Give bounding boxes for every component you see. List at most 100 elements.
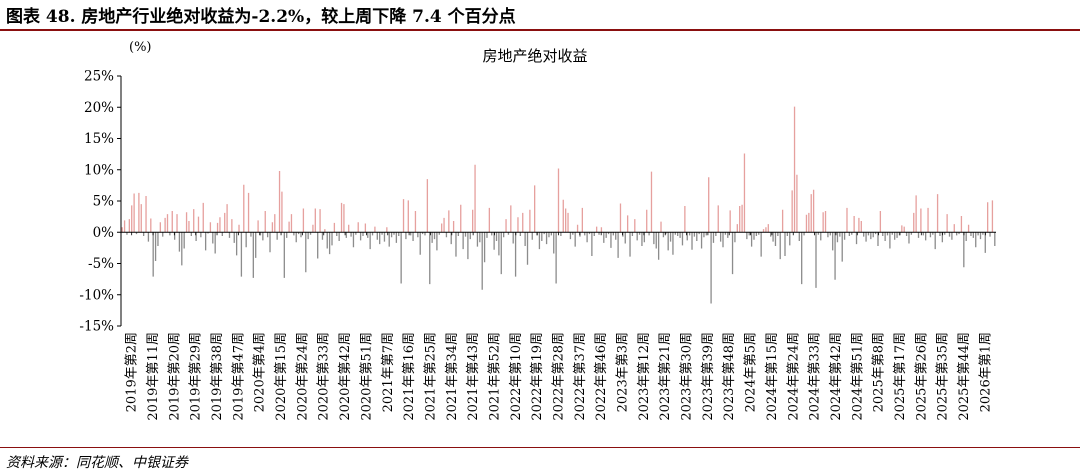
bar	[152, 232, 154, 277]
bar	[178, 232, 181, 252]
bar	[140, 204, 142, 233]
bar	[817, 232, 820, 235]
bar	[638, 232, 641, 235]
bar	[698, 232, 700, 235]
bar	[209, 222, 212, 233]
bar	[142, 232, 145, 236]
bar	[517, 217, 519, 233]
bar	[727, 232, 729, 238]
bar	[867, 232, 870, 236]
bar	[696, 232, 698, 241]
bar	[984, 232, 986, 253]
bar	[717, 205, 719, 233]
x-tick-label: 2023年第39周	[701, 332, 716, 421]
bar	[576, 224, 579, 233]
bar	[982, 232, 984, 235]
bar	[815, 232, 817, 288]
bar	[410, 232, 412, 236]
bar	[903, 226, 905, 233]
bar	[827, 232, 829, 238]
bar	[796, 174, 798, 233]
bar	[359, 232, 362, 241]
bar	[555, 232, 557, 284]
bar	[340, 202, 343, 233]
bar	[231, 219, 233, 233]
bar	[295, 232, 297, 243]
x-tick-label: 2023年第3周	[616, 332, 631, 412]
bar	[235, 232, 238, 256]
source-note: 资料来源：同花顺、中银证券	[6, 455, 188, 471]
bar	[891, 232, 893, 235]
bar	[159, 222, 161, 233]
bar	[400, 232, 402, 284]
x-tick-label: 2020年第24周	[295, 332, 310, 421]
bar	[767, 224, 769, 233]
bar	[131, 205, 133, 233]
bar	[874, 232, 877, 235]
bar	[505, 219, 507, 233]
x-tick-label: 2020年第51周	[359, 332, 374, 421]
bar	[481, 232, 483, 290]
bar	[591, 232, 593, 256]
x-tick-label: 2020年第42周	[338, 332, 353, 421]
bar	[417, 232, 419, 238]
bar	[662, 232, 665, 238]
bar	[624, 232, 626, 244]
bar	[762, 229, 765, 233]
bar	[445, 232, 448, 238]
bar	[181, 232, 183, 266]
bar	[731, 232, 734, 275]
bar	[560, 232, 562, 236]
bar	[674, 232, 676, 235]
bar	[979, 232, 982, 240]
bar	[252, 232, 254, 278]
bar	[164, 217, 166, 233]
bar	[872, 232, 874, 238]
bar	[443, 217, 445, 233]
bar	[932, 232, 934, 235]
bar	[917, 232, 920, 238]
bar	[770, 232, 772, 237]
x-tick-label: 2021年第7周	[381, 332, 396, 412]
bar	[290, 214, 293, 233]
bar	[784, 232, 786, 256]
bar	[569, 232, 572, 240]
bar	[479, 232, 481, 243]
bar	[135, 232, 138, 235]
bar	[200, 232, 202, 238]
bar	[557, 168, 560, 233]
bar	[567, 212, 569, 233]
bar	[860, 221, 862, 233]
bar	[829, 232, 831, 236]
bar	[681, 232, 684, 246]
bar	[495, 232, 498, 241]
bar	[204, 232, 207, 251]
bar	[390, 232, 393, 238]
bar	[898, 232, 901, 236]
bar	[634, 219, 636, 233]
bar	[929, 232, 932, 238]
bar	[424, 232, 426, 236]
bar	[503, 232, 505, 238]
bar	[226, 204, 228, 233]
bar	[302, 208, 305, 233]
bar	[991, 200, 994, 233]
x-tick-label: 2024年第5周	[744, 332, 759, 412]
bar	[741, 204, 743, 233]
bar	[691, 232, 693, 250]
bar	[746, 232, 748, 240]
bar	[648, 232, 650, 236]
bar	[936, 194, 939, 233]
bar	[157, 232, 159, 246]
bar	[636, 232, 638, 241]
bar	[669, 232, 672, 242]
bar	[286, 232, 288, 238]
bar	[626, 215, 629, 233]
bar	[412, 232, 414, 241]
bar	[820, 232, 822, 241]
footer-divider	[0, 447, 1080, 448]
bar	[171, 211, 173, 233]
bar	[777, 232, 779, 236]
bar	[958, 232, 960, 235]
bar	[667, 232, 669, 251]
